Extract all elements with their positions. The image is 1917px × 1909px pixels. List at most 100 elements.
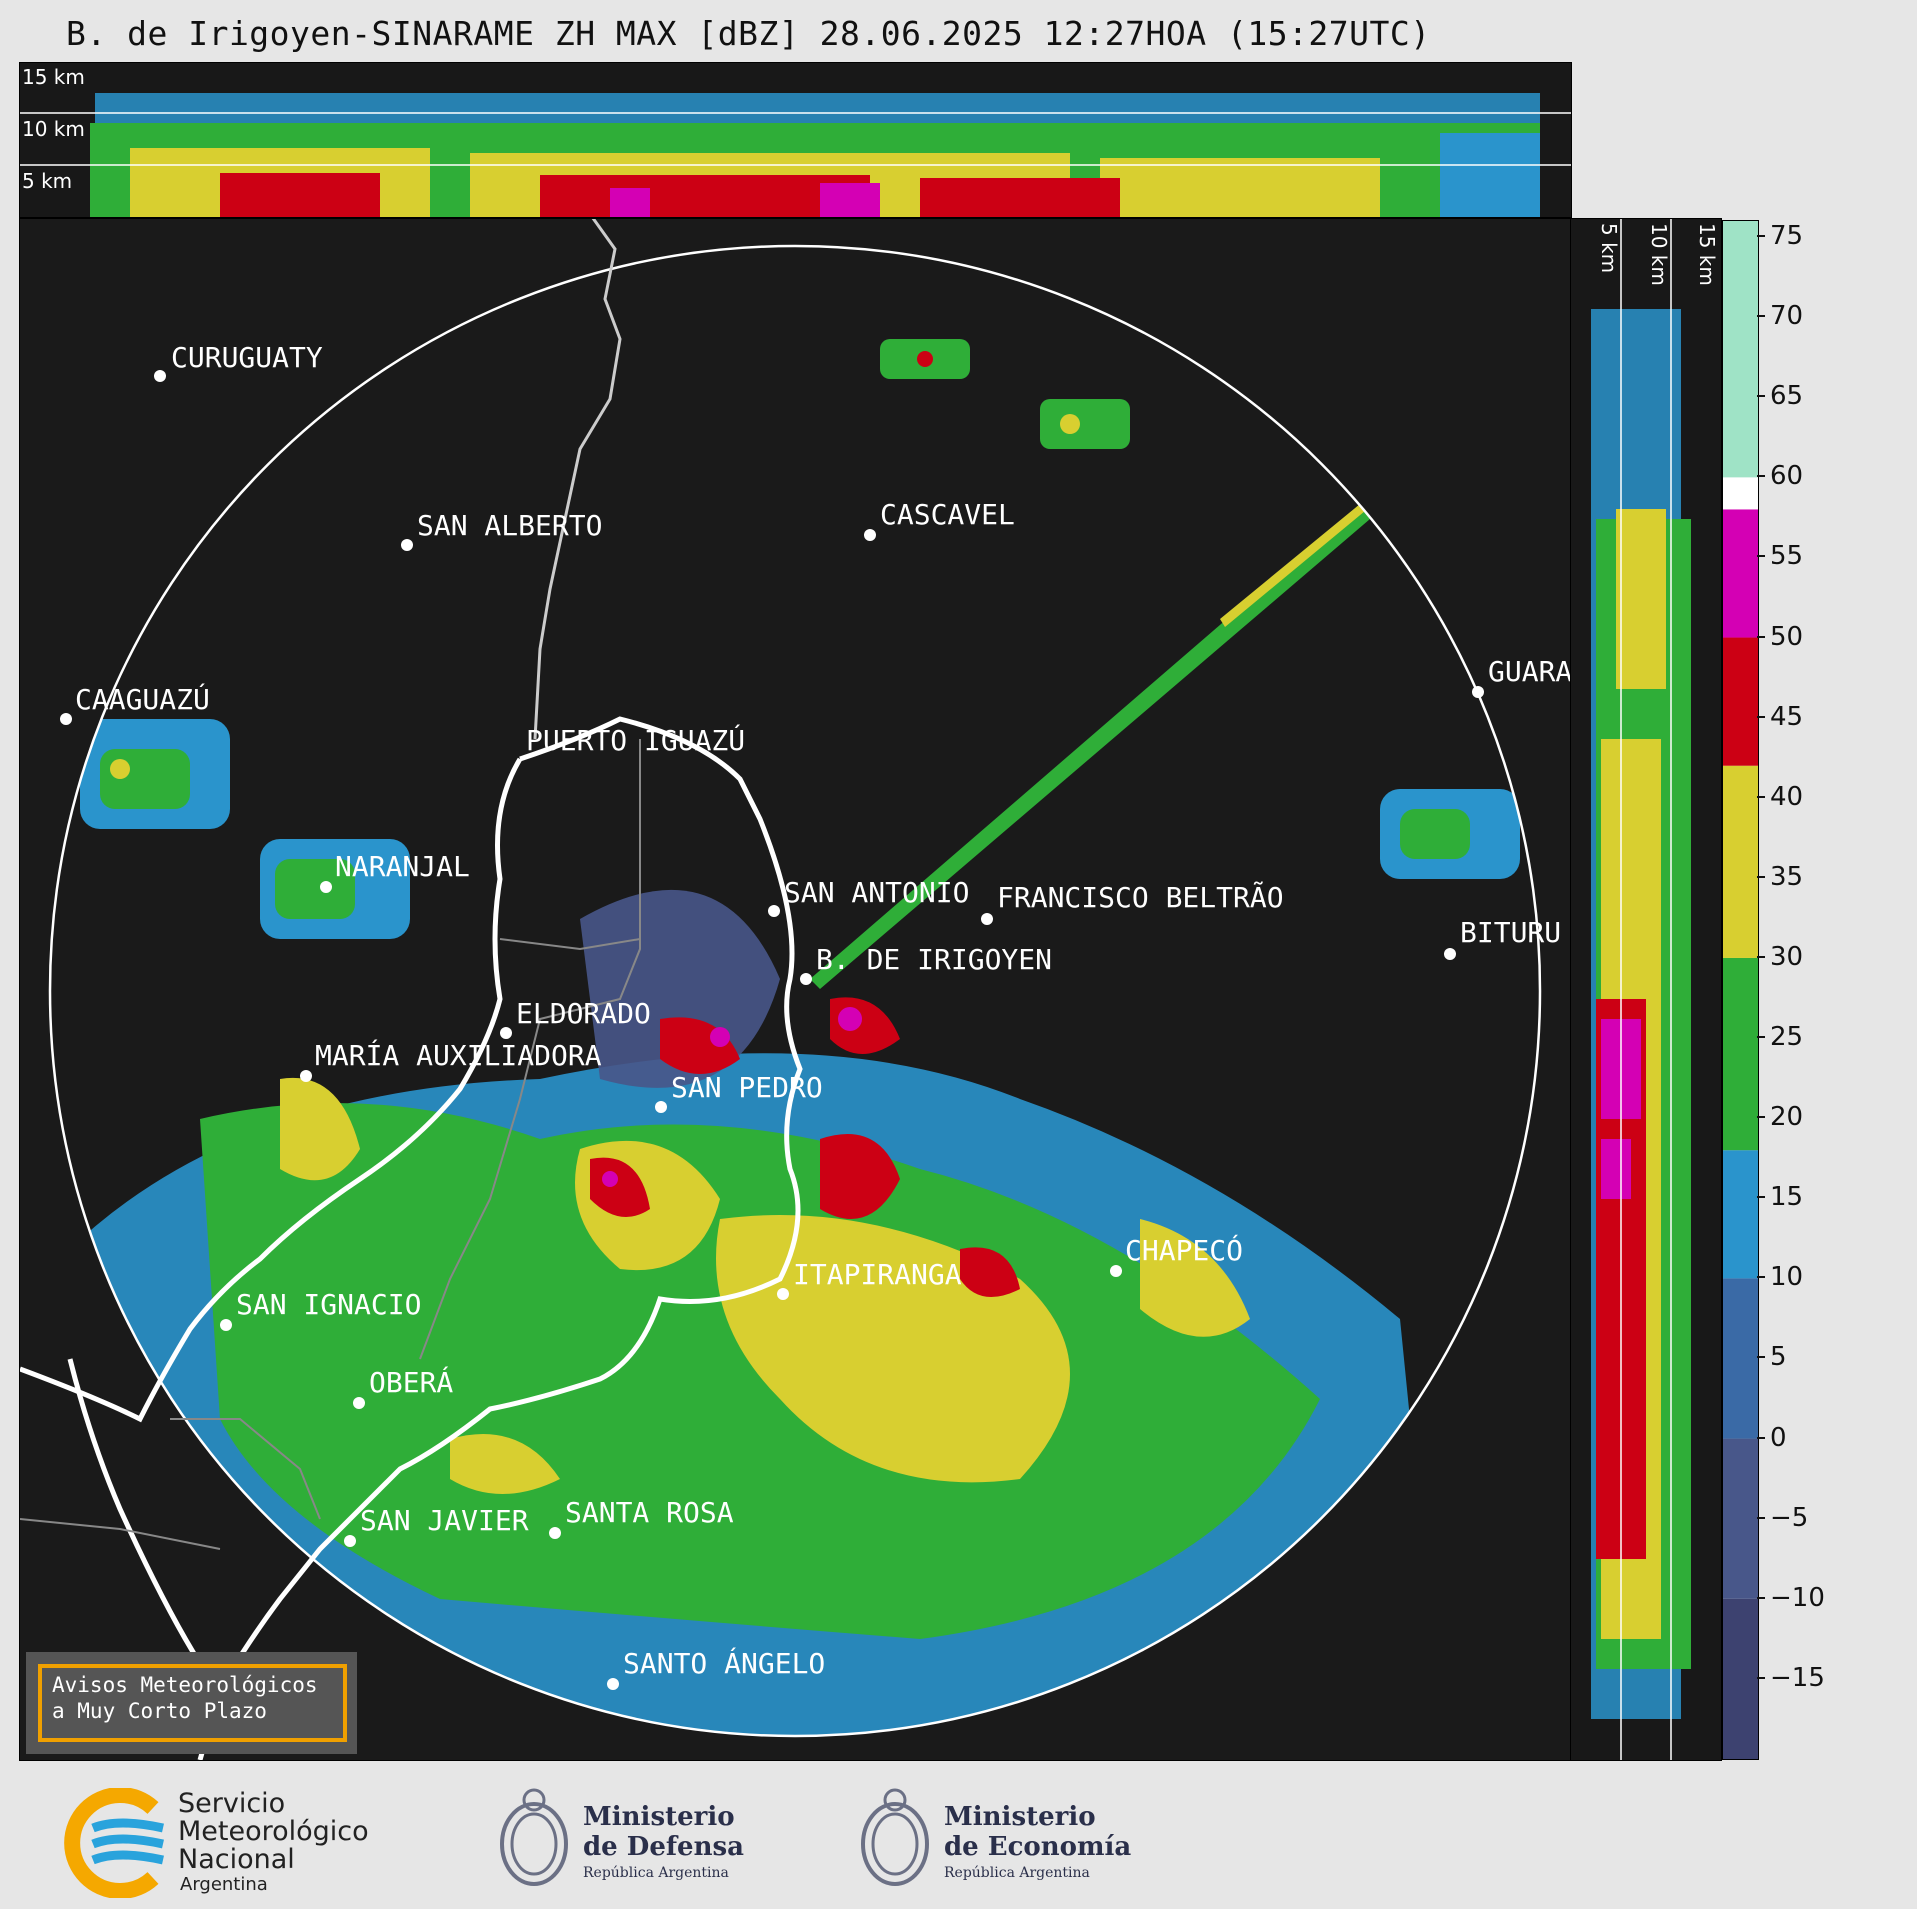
colorbar-tick-mark	[1757, 1676, 1765, 1679]
smn-line-3: Nacional	[178, 1844, 295, 1875]
economia-line-3: República Argentina	[944, 1865, 1090, 1881]
reflectivity-echoes	[50, 339, 1520, 1736]
colorbar-tick-mark	[1757, 1036, 1765, 1039]
colorbar-tick-mark	[1757, 555, 1765, 558]
side-height-label-10km: 10 km	[1647, 223, 1671, 286]
city-label-francisco-beltrao: FRANCISCO BELTRÃO	[997, 881, 1284, 914]
defensa-line-1: Ministerio	[583, 1802, 735, 1832]
side-height-profile-panel: 5 km 10 km 15 km	[1570, 218, 1722, 1761]
province-line	[419, 739, 641, 1360]
colorbar-tick-mark	[1757, 315, 1765, 318]
city-markers	[60, 370, 1484, 1690]
warning-line-2: a Muy Corto Plazo	[52, 1699, 267, 1723]
colorbar-tick-label: −15	[1770, 1662, 1825, 1693]
economia-line-2: de Economía	[944, 1832, 1132, 1862]
city-label-b-de-irigoyen: B. DE IRIGOYEN	[816, 943, 1053, 976]
colorbar-tick-mark	[1757, 1276, 1765, 1279]
side-profile-graphic	[1591, 219, 1691, 1760]
colorbar-segment-5	[1723, 765, 1758, 958]
colorbar-tick-mark	[1757, 1596, 1765, 1599]
colorbar-segment-4	[1723, 957, 1758, 1151]
colorbar-segment-3	[1723, 1150, 1758, 1279]
warning-box: Avisos Meteorológicos a Muy Corto Plazo	[26, 1652, 357, 1754]
city-label-maria-auxiliadora: MARÍA AUXILIADORA	[315, 1039, 602, 1072]
colorbar-segment-2	[1723, 1278, 1758, 1439]
colorbar-tick-mark	[1757, 715, 1765, 718]
colorbar-tick-mark	[1757, 475, 1765, 478]
defensa-line-2: de Defensa	[583, 1832, 744, 1862]
colorbar-tick-label: 15	[1770, 1182, 1804, 1213]
smn-logo-icon	[64, 1788, 164, 1898]
colorbar-tick-label: 25	[1770, 1022, 1804, 1053]
top-profile-echoes	[90, 93, 1540, 217]
colorbar-tick-mark	[1757, 1356, 1765, 1359]
colorbar-tick-label: 10	[1770, 1262, 1804, 1293]
city-label-santo-angelo: SANTO ÁNGELO	[623, 1647, 826, 1680]
colorbar-segment-1	[1723, 1438, 1758, 1599]
top-profile-graphic	[20, 93, 1571, 217]
border-line	[533, 219, 622, 740]
economia-seal-icon	[861, 1788, 929, 1886]
colorbar-tick-label: 75	[1770, 221, 1804, 252]
colorbar-tick-label: 65	[1770, 381, 1804, 412]
city-label-bituru: BITURU	[1460, 916, 1562, 949]
city-label-guara: GUARA	[1488, 655, 1572, 688]
height-label-10km: 10 km	[22, 117, 85, 141]
radar-map-panel: CURUGUATY SAN ALBERTO CASCAVEL CAAGUAZÚ …	[19, 218, 1572, 1761]
city-label-eldorado: ELDORADO	[516, 997, 651, 1030]
city-label-naranjal: NARANJAL	[335, 850, 470, 883]
city-label-san-pedro: SAN PEDRO	[671, 1071, 823, 1104]
colorbar-tick-mark	[1757, 795, 1765, 798]
colorbar-tick-mark	[1757, 1516, 1765, 1519]
colorbar-segment-6	[1723, 637, 1758, 766]
colorbar-tick-label: 70	[1770, 301, 1804, 332]
colorbar-tick-label: 40	[1770, 781, 1804, 812]
height-label-15km: 15 km	[22, 65, 85, 89]
colorbar-tick-label: 50	[1770, 621, 1804, 652]
defensa-seal-icon	[500, 1788, 568, 1886]
city-label-san-ignacio: SAN IGNACIO	[236, 1288, 422, 1321]
colorbar	[1722, 220, 1759, 1760]
city-label-san-antonio: SAN ANTONIO	[784, 876, 970, 909]
side-height-label-15km: 15 km	[1695, 223, 1719, 286]
colorbar-tick-mark	[1757, 955, 1765, 958]
city-label-caaguazu: CAAGUAZÚ	[75, 683, 210, 716]
colorbar-tick-label: 5	[1770, 1342, 1787, 1373]
smn-line-1: Servicio	[178, 1788, 286, 1819]
paraguay-border	[20, 757, 523, 1423]
top-height-profile-panel: 15 km 10 km 5 km	[19, 62, 1572, 218]
colorbar-tick-label: 35	[1770, 861, 1804, 892]
city-label-santa-rosa: SANTA ROSA	[565, 1496, 734, 1529]
city-label-san-alberto: SAN ALBERTO	[417, 509, 603, 542]
colorbar-segment-7	[1723, 509, 1758, 638]
range-ring	[48, 244, 1542, 1738]
smn-line-2: Meteorológico	[178, 1816, 369, 1847]
colorbar-tick-mark	[1757, 875, 1765, 878]
smn-line-4: Argentina	[180, 1874, 268, 1895]
colorbar-tick-label: −5	[1770, 1502, 1809, 1533]
city-label-san-javier: SAN JAVIER	[360, 1504, 529, 1537]
city-label-obera: OBERÁ	[369, 1366, 454, 1399]
colorbar-tick-mark	[1757, 1116, 1765, 1119]
colorbar-tick-mark	[1757, 235, 1765, 238]
colorbar-tick-label: 30	[1770, 941, 1804, 972]
colorbar-segment-0	[1723, 1598, 1758, 1759]
city-label-chapeco: CHAPECÓ	[1125, 1234, 1244, 1267]
colorbar-tick-mark	[1757, 395, 1765, 398]
city-label-curuguaty: CURUGUATY	[171, 341, 323, 374]
warning-frame: Avisos Meteorológicos a Muy Corto Plazo	[38, 1664, 347, 1742]
colorbar-tick-mark	[1757, 635, 1765, 638]
colorbar-tick-mark	[1757, 1196, 1765, 1199]
colorbar-segment-9	[1723, 221, 1758, 478]
city-label-itapiranga: ITAPIRANGA	[793, 1258, 962, 1291]
colorbar-tick-label: 45	[1770, 701, 1804, 732]
colorbar-tick-mark	[1757, 1436, 1765, 1439]
colorbar-tick-label: 60	[1770, 461, 1804, 492]
defensa-line-3: República Argentina	[583, 1865, 729, 1881]
colorbar-tick-label: 0	[1770, 1422, 1787, 1453]
colorbar-segment-8	[1723, 477, 1758, 510]
side-height-label-5km: 5 km	[1597, 223, 1621, 274]
colorbar-tick-label: 20	[1770, 1102, 1804, 1133]
footer: Servicio Meteorológico Nacional Argentin…	[0, 1760, 1917, 1909]
colorbar-tick-label: −10	[1770, 1582, 1825, 1613]
